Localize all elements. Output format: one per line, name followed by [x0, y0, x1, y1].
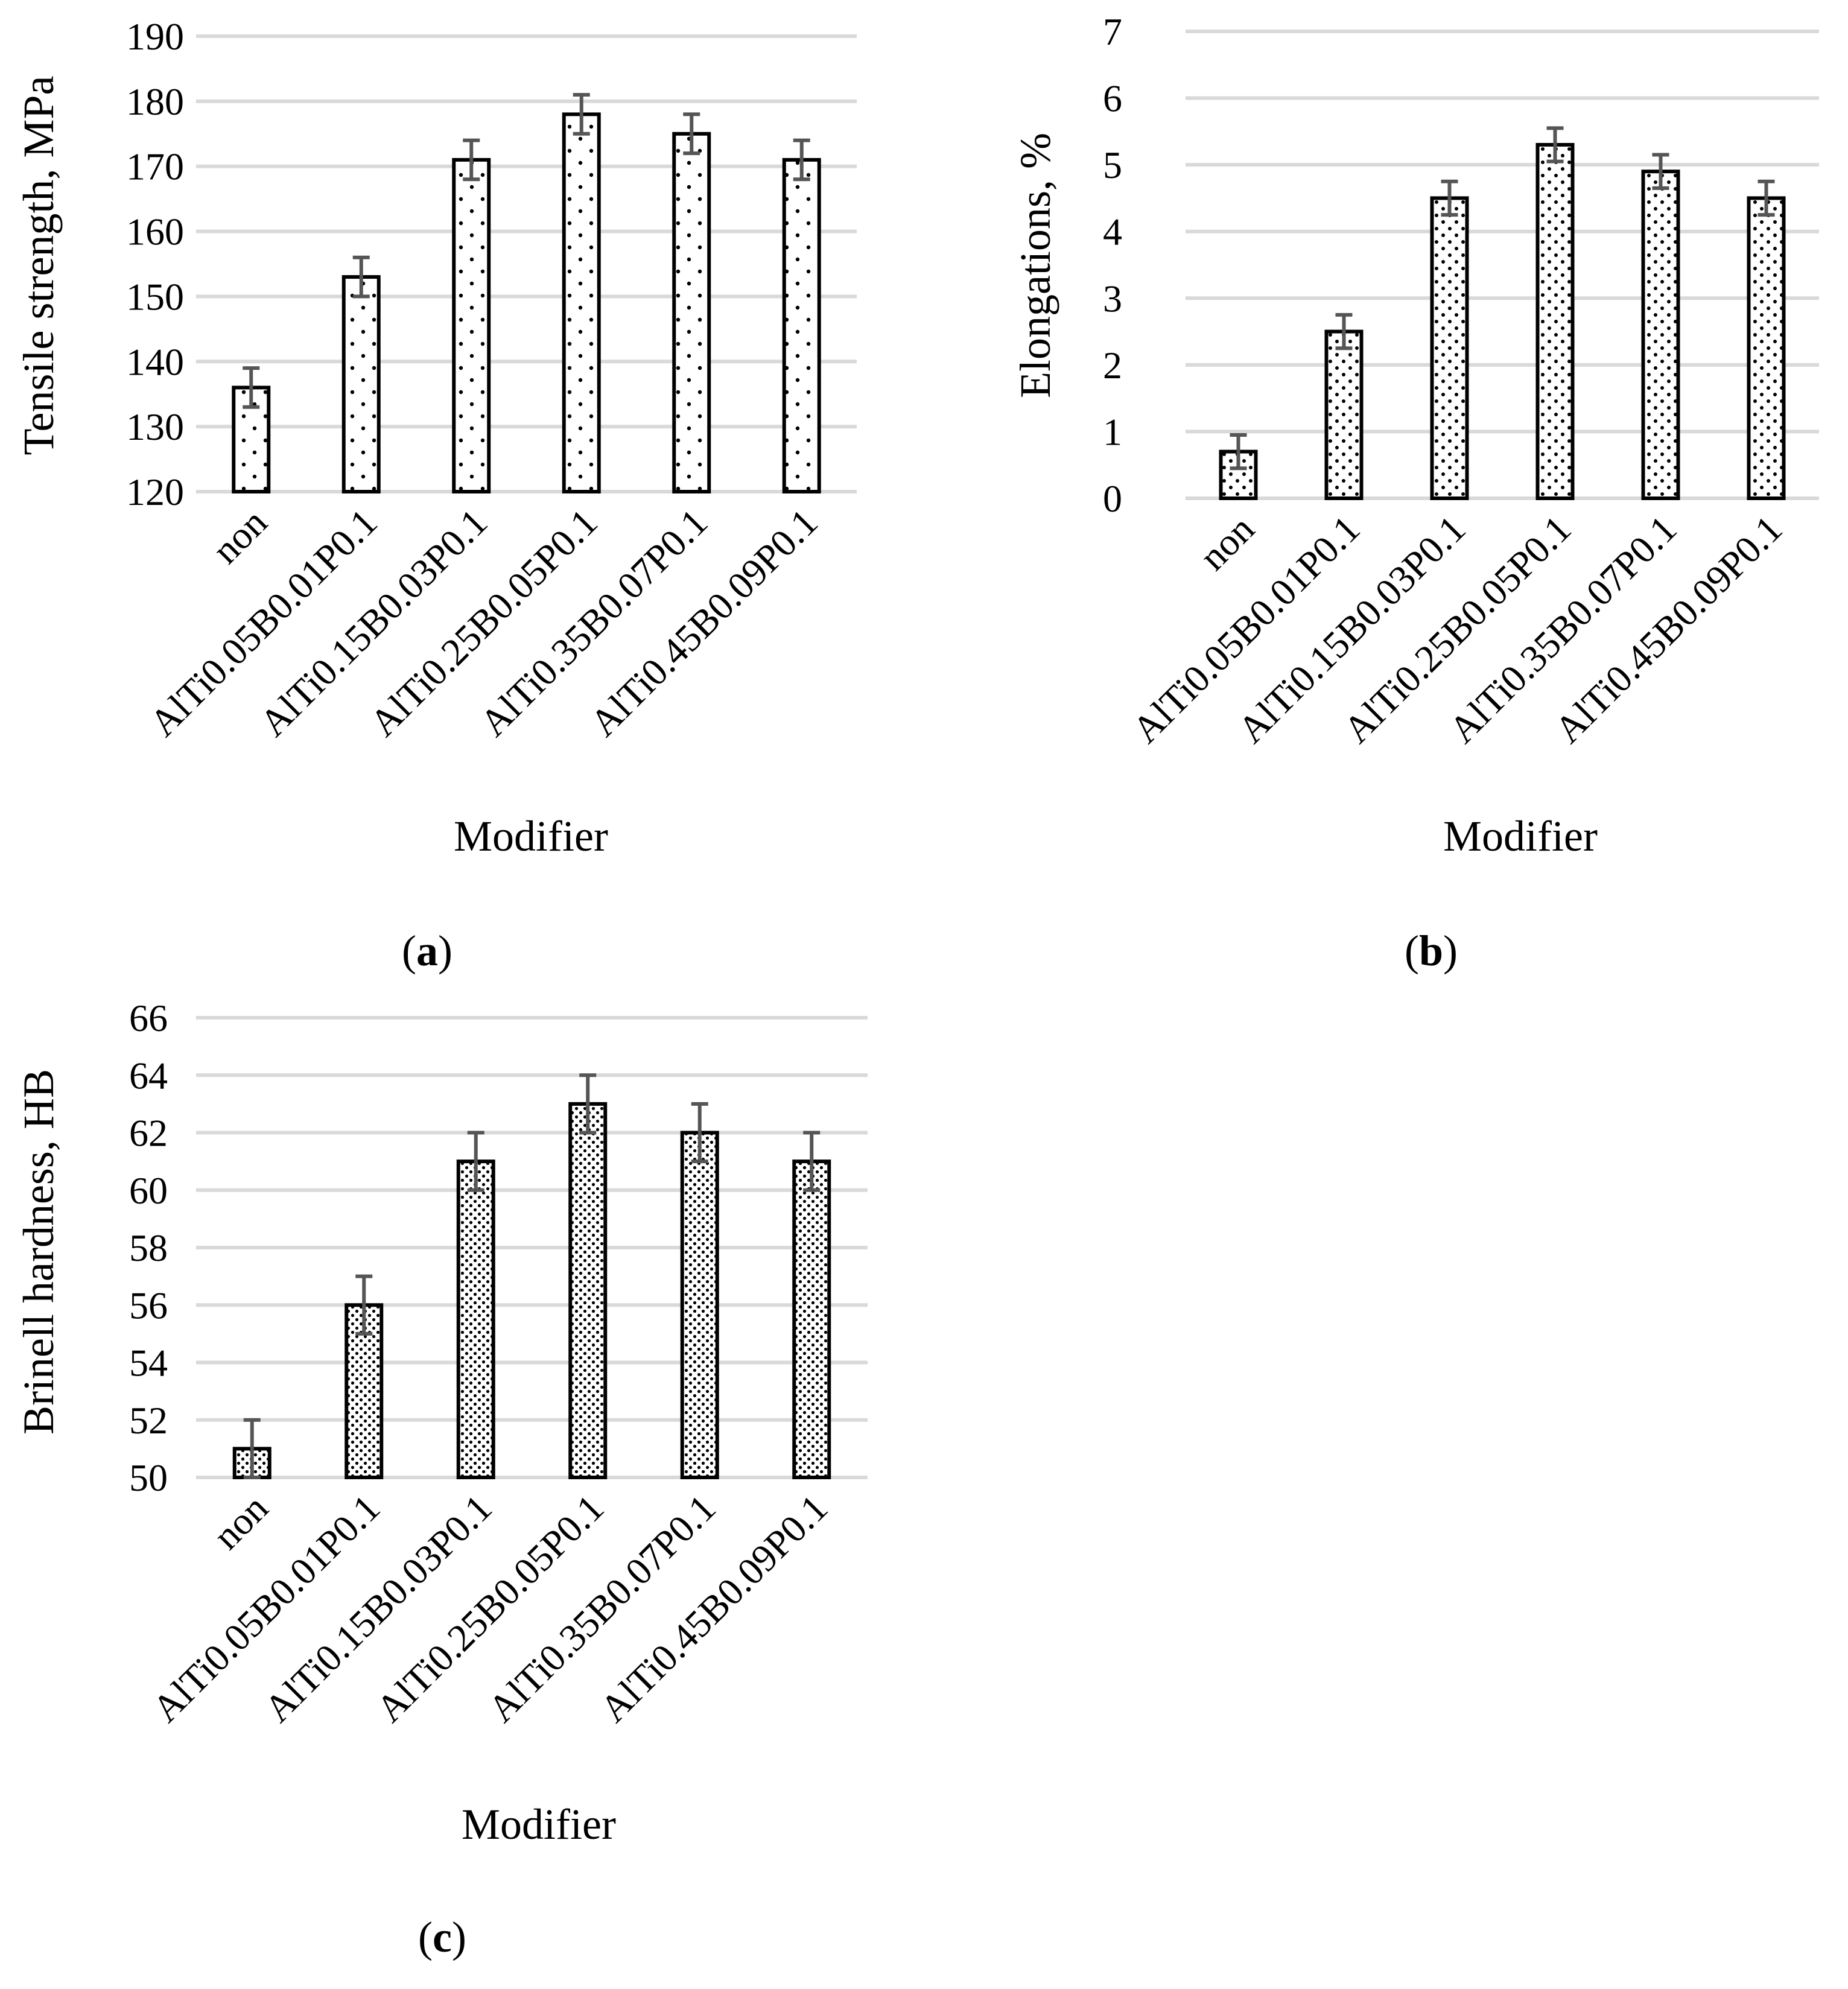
y-tick-label: 60: [129, 1169, 168, 1212]
error-bar-AlTi0.05B0.01P0.1: [355, 1274, 373, 1336]
bar-AlTi0.45B0.09P0.1: [1747, 196, 1786, 500]
error-bar-AlTi0.05B0.01P0.1: [1335, 312, 1353, 351]
chart-b: 0 1 2 3 4 5 6 7 nonAlTi0.05B0.01P0.1AlTi0.15B0.…: [1011, 10, 1819, 975]
y-tick-label: 5: [1103, 144, 1122, 186]
y-tick-label: 64: [129, 1054, 168, 1097]
y-tick-label: 66: [129, 997, 168, 1039]
x-tick-label: non: [204, 501, 275, 572]
bar-AlTi0.35B0.07P0.1: [1641, 170, 1680, 500]
bar-AlTi0.45B0.09P0.1: [782, 157, 821, 493]
error-bar-AlTi0.35B0.07P0.1: [691, 1102, 708, 1164]
bar-AlTi0.35B0.07P0.1: [672, 132, 711, 494]
chart-a-gridlines: [196, 34, 857, 493]
chart-b-caption-letter: b: [1419, 927, 1443, 975]
chart-a: 120 130 140 150 160 170 180 190 nonAlTi0.05B0.0…: [14, 15, 857, 975]
error-bar-AlTi0.25B0.05P0.1: [579, 1073, 597, 1135]
y-tick-label: 4: [1103, 211, 1122, 253]
y-tick-label: 3: [1103, 277, 1122, 320]
y-tick-label: 54: [129, 1342, 168, 1385]
bar-AlTi0.15B0.03P0.1: [1430, 196, 1469, 500]
bar-AlTi0.05B0.01P0.1: [341, 275, 381, 493]
bar-AlTi0.25B0.05P0.1: [568, 1102, 608, 1479]
bar-AlTi0.25B0.05P0.1: [1535, 142, 1575, 500]
y-tick-label: 58: [129, 1226, 168, 1269]
chart-c-y-ticks: 50 52 54 56 58 60 62 64 66: [129, 997, 168, 1499]
chart-a-y-ticks: 120 130 140 150 160 170 180 190: [126, 15, 184, 513]
y-tick-label: 62: [129, 1112, 168, 1155]
chart-b-caption: (b): [1405, 927, 1458, 975]
chart-c-caption: (c): [418, 1913, 466, 1961]
y-tick-label: 130: [126, 405, 184, 448]
y-tick-label: 7: [1103, 10, 1122, 53]
chart-b-y-ticks: 0 1 2 3 4 5 6 7: [1103, 10, 1122, 520]
bar-AlTi0.25B0.05P0.1: [562, 112, 601, 493]
bar-AlTi0.15B0.03P0.1: [452, 157, 491, 493]
x-tick-label: non: [205, 1486, 276, 1558]
error-bar-AlTi0.35B0.07P0.1: [683, 112, 700, 156]
error-bar-AlTi0.15B0.03P0.1: [463, 138, 480, 182]
error-bar-AlTi0.45B0.09P0.1: [803, 1131, 821, 1192]
bar-AlTi0.45B0.09P0.1: [792, 1159, 831, 1479]
chart-c-caption-letter: c: [433, 1913, 452, 1961]
y-tick-label: 150: [126, 275, 184, 318]
error-bar-AlTi0.25B0.05P0.1: [573, 93, 590, 136]
y-tick-label: 140: [126, 340, 184, 383]
chart-b-y-axis-title: Elongations, %: [1011, 133, 1059, 398]
chart-b-x-axis-title: Modifier: [1443, 812, 1598, 860]
chart-c-y-axis-title: Brinell hardness, HB: [14, 1069, 63, 1435]
chart-c-bars: [232, 1073, 831, 1479]
error-bar-non: [243, 366, 260, 409]
chart-b-x-ticks: nonAlTi0.05B0.01P0.1AlTi0.15B0.03P0.1AlT…: [1124, 507, 1790, 751]
bar-AlTi0.35B0.07P0.1: [680, 1131, 719, 1479]
error-bar-AlTi0.45B0.09P0.1: [1758, 179, 1775, 217]
chart-c: 50 52 54 56 58 60 62 64 66 nonAlTi0.05B0.01P0.1A…: [14, 997, 868, 1961]
y-tick-label: 160: [126, 211, 184, 253]
y-tick-label: 170: [126, 145, 184, 188]
chart-a-bars: [232, 93, 821, 494]
y-tick-label: 6: [1103, 77, 1122, 120]
chart-a-x-ticks: nonAlTi0.05B0.01P0.1AlTi0.15B0.03P0.1AlT…: [141, 501, 825, 744]
y-tick-label: 56: [129, 1284, 168, 1327]
error-bar-AlTi0.35B0.07P0.1: [1652, 153, 1669, 190]
chart-a-x-axis-title: Modifier: [454, 812, 608, 860]
bar-AlTi0.05B0.01P0.1: [1324, 329, 1364, 500]
chart-c-x-axis-title: Modifier: [462, 1800, 616, 1848]
error-bar-non: [243, 1418, 261, 1479]
error-bar-AlTi0.15B0.03P0.1: [1441, 179, 1458, 217]
y-tick-label: 190: [126, 15, 184, 58]
chart-b-bars: [1219, 126, 1786, 500]
y-tick-label: 52: [129, 1399, 168, 1442]
y-tick-label: 2: [1103, 344, 1122, 387]
error-bar-non: [1230, 433, 1247, 471]
chart-a-caption-letter: a: [416, 927, 438, 975]
y-tick-label: 180: [126, 80, 184, 123]
error-bar-AlTi0.15B0.03P0.1: [467, 1131, 484, 1192]
y-tick-label: 1: [1103, 410, 1122, 453]
y-tick-label: 0: [1103, 477, 1122, 520]
error-bar-AlTi0.25B0.05P0.1: [1546, 126, 1564, 163]
x-tick-label: non: [1191, 507, 1262, 579]
bar-AlTi0.15B0.03P0.1: [456, 1159, 495, 1479]
chart-a-caption: (a): [402, 927, 452, 975]
error-bar-AlTi0.05B0.01P0.1: [352, 255, 370, 299]
y-tick-label: 50: [129, 1456, 168, 1499]
y-tick-label: 120: [126, 471, 184, 513]
chart-a-y-axis-title: Tensile strength, MPa: [14, 76, 63, 455]
chart-b-gridlines: [1186, 30, 1819, 500]
chart-c-x-ticks: nonAlTi0.05B0.01P0.1AlTi0.15B0.03P0.1AlT…: [144, 1486, 836, 1730]
error-bar-AlTi0.45B0.09P0.1: [793, 138, 810, 182]
chart-c-gridlines: [196, 1016, 868, 1479]
